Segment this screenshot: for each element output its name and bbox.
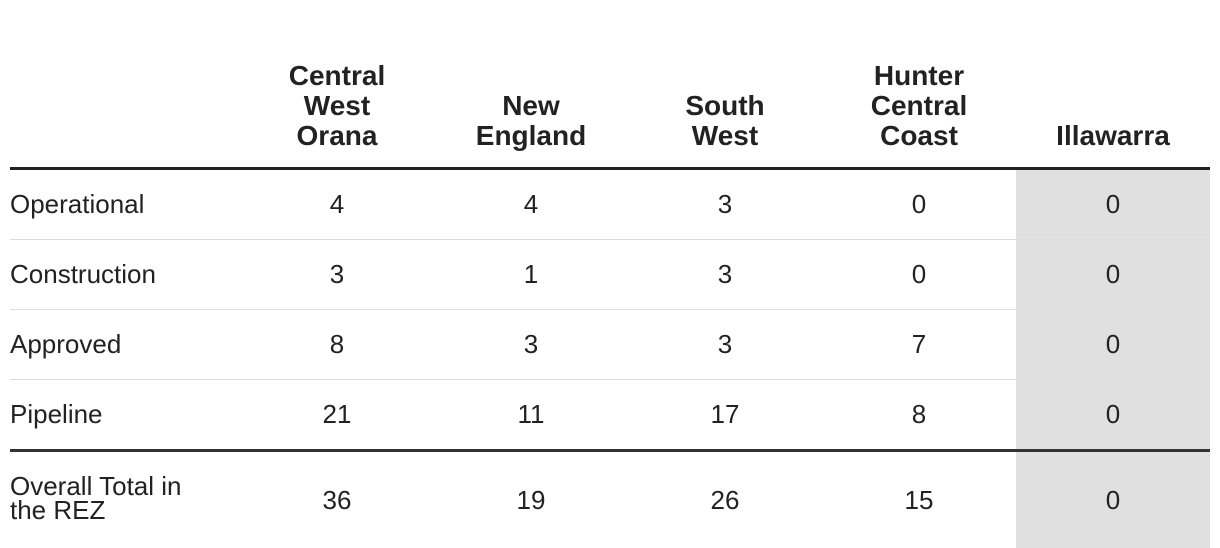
column-header-text: Hunter Central Coast bbox=[854, 61, 984, 151]
row-label-cell: Pipeline bbox=[10, 380, 240, 451]
value-cell: 26 bbox=[628, 451, 822, 548]
column-header: South West bbox=[628, 0, 822, 169]
value-cell: 15 bbox=[822, 451, 1016, 548]
value-cell: 0 bbox=[1016, 451, 1210, 548]
header-row: Central West Orana New England South West H… bbox=[10, 0, 1210, 169]
value-cell: 4 bbox=[434, 169, 628, 240]
row-label: Approved bbox=[10, 332, 121, 356]
column-header-text: South West bbox=[660, 91, 790, 151]
column-header-text: New England bbox=[466, 91, 596, 151]
value-cell: 21 bbox=[240, 380, 434, 451]
value-cell: 11 bbox=[434, 380, 628, 451]
column-header: Illawarra bbox=[1016, 0, 1210, 169]
rez-table: Central West Orana New England South West H… bbox=[10, 0, 1210, 548]
value-cell: 0 bbox=[822, 240, 1016, 310]
corner bbox=[10, 0, 240, 169]
value-cell: 3 bbox=[434, 310, 628, 380]
row-label: Construction bbox=[10, 262, 156, 286]
value-cell: 0 bbox=[1016, 310, 1210, 380]
row-label-cell: Construction bbox=[10, 240, 240, 310]
row-label: Operational bbox=[10, 192, 144, 216]
value-cell: 3 bbox=[628, 310, 822, 380]
row-label-cell: Approved bbox=[10, 310, 240, 380]
value-cell: 0 bbox=[1016, 380, 1210, 451]
value-cell: 3 bbox=[240, 240, 434, 310]
value-cell: 1 bbox=[434, 240, 628, 310]
value-cell: 3 bbox=[628, 169, 822, 240]
value-cell: 19 bbox=[434, 451, 628, 548]
value-cell: 8 bbox=[822, 380, 1016, 451]
column-header-text: Illawarra bbox=[1048, 121, 1178, 151]
value-cell: 0 bbox=[1016, 240, 1210, 310]
column-header-text: Central West Orana bbox=[272, 61, 402, 151]
row-label-cell: Overall Total in the REZ bbox=[10, 451, 240, 548]
value-cell: 0 bbox=[1016, 169, 1210, 240]
column-header: Hunter Central Coast bbox=[822, 0, 1016, 169]
value-cell: 0 bbox=[822, 169, 1016, 240]
column-header: Central West Orana bbox=[240, 0, 434, 169]
row-label: Pipeline bbox=[10, 402, 103, 426]
row-label: Overall Total in the REZ bbox=[10, 474, 195, 522]
value-cell: 7 bbox=[822, 310, 1016, 380]
value-cell: 8 bbox=[240, 310, 434, 380]
row-label-cell: Operational bbox=[10, 169, 240, 240]
value-cell: 3 bbox=[628, 240, 822, 310]
value-cell: 4 bbox=[240, 169, 434, 240]
column-header: New England bbox=[434, 0, 628, 169]
value-cell: 36 bbox=[240, 451, 434, 548]
value-cell: 17 bbox=[628, 380, 822, 451]
